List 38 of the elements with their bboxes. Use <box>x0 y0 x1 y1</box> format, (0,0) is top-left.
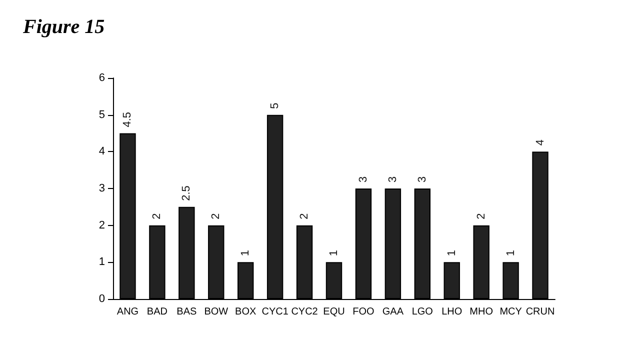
x-tick-label: BOX <box>235 306 256 318</box>
x-tick-label: LGO <box>412 306 434 318</box>
data-label: 4.5 <box>122 112 134 128</box>
data-label: 2 <box>298 213 311 220</box>
x-tick-label: BAD <box>146 306 168 318</box>
x-tick-label: CYC1 <box>262 306 289 318</box>
y-tick-label: 6 <box>98 72 105 84</box>
x-tick-label: BAS <box>176 306 197 318</box>
data-label: 1 <box>328 250 340 256</box>
data-label: 2 <box>475 213 488 220</box>
y-tick-label: 0 <box>98 293 105 305</box>
data-label: 2.5 <box>180 186 193 201</box>
data-label: 3 <box>416 176 428 182</box>
data-label: 2 <box>151 213 164 220</box>
x-tick-label: BOW <box>204 306 229 318</box>
y-tick-label: 5 <box>98 108 105 121</box>
data-label: 4 <box>534 140 546 146</box>
x-tick-label: CRUN <box>526 306 555 318</box>
x-tick-label: MHO <box>470 306 494 318</box>
x-tick-label: ANG <box>116 306 139 318</box>
x-tick-label: FOO <box>352 306 375 318</box>
data-label: 3 <box>357 176 370 182</box>
x-tick-label: CYC2 <box>291 306 318 318</box>
data-label: 3 <box>386 176 399 182</box>
data-label: 1 <box>240 250 252 256</box>
x-tick-label: LHO <box>442 306 462 318</box>
data-label: 5 <box>269 102 282 109</box>
y-tick-label: 1 <box>98 256 105 268</box>
y-tick-label: 4 <box>98 146 105 158</box>
data-label: 1 <box>446 250 458 256</box>
x-tick-label: EQU <box>323 306 345 318</box>
y-tick-label: 2 <box>98 219 105 232</box>
data-label: 2 <box>210 213 222 220</box>
x-tick-label: MCY <box>500 306 522 318</box>
y-tick-label: 3 <box>98 182 105 194</box>
x-tick-label: GAA <box>382 306 404 318</box>
data-label: 1 <box>504 250 517 256</box>
chart-title: Figure 15 <box>22 16 105 38</box>
